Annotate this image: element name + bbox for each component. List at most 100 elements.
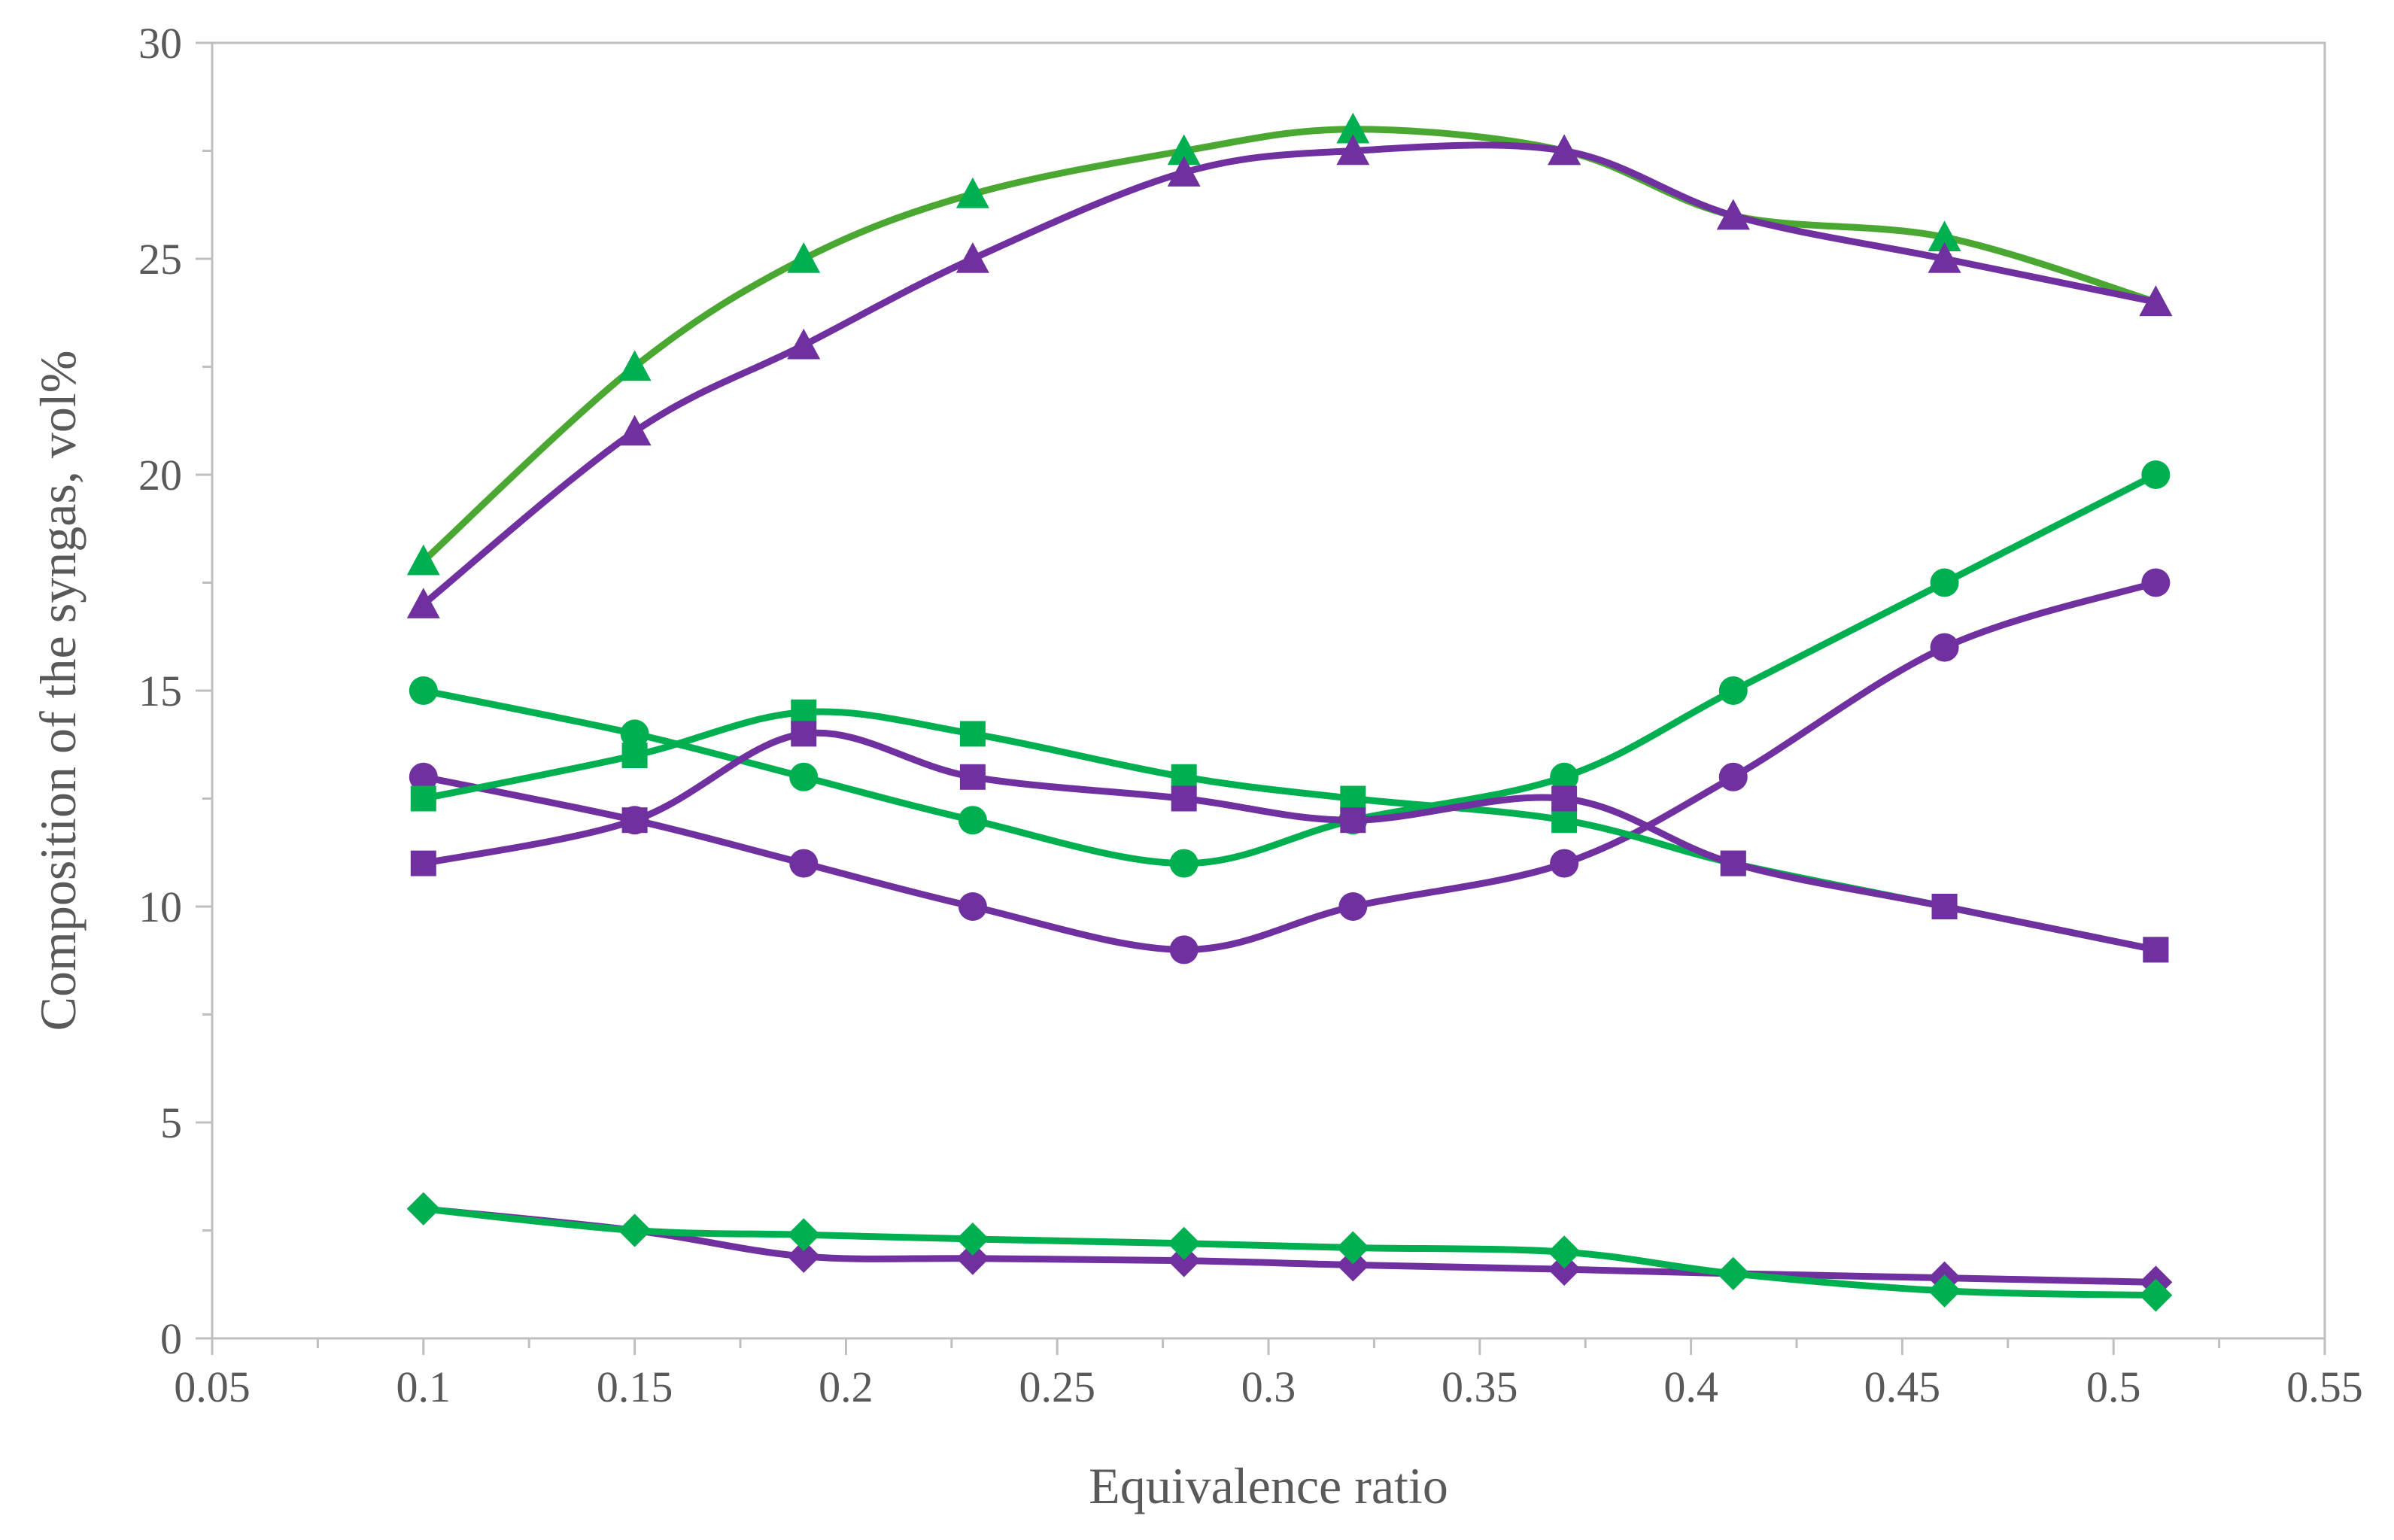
data-point-circle (1550, 762, 1579, 791)
data-point-circle (1718, 762, 1748, 791)
series-line (420, 729, 2159, 953)
series-square (410, 721, 2169, 963)
data-point-square (621, 743, 648, 769)
data-point-square (1931, 894, 1958, 919)
data-point-diamond (406, 1192, 440, 1226)
data-point-square (1551, 807, 1578, 834)
data-point-square (959, 764, 986, 790)
data-point-diamond (1336, 1231, 1370, 1265)
data-point-diamond (787, 1218, 821, 1252)
y-tick-label: 5 (160, 1098, 182, 1147)
data-point-square (410, 785, 436, 812)
data-point-triangle (1336, 134, 1370, 166)
data-point-diamond (1928, 1274, 1961, 1308)
data-point-triangle (618, 415, 652, 446)
data-point-square (1340, 785, 1366, 812)
x-axis: 0.05 0.1 0.15 0.2 0.25 0.3 0.35 0.4 0.45 0.5 0.55 (174, 1338, 2363, 1411)
data-point-square (1551, 785, 1578, 812)
data-point-circle (1169, 849, 1199, 878)
x-tick-label: 0.35 (1442, 1362, 1518, 1411)
data-point-circle (1930, 633, 1959, 662)
y-tick-label: 10 (138, 882, 182, 931)
series-diamond (406, 1192, 2173, 1312)
data-point-square (621, 807, 648, 834)
data-point-diamond (955, 1222, 989, 1256)
data-point-diamond (1716, 1256, 1750, 1290)
series-triangle (406, 112, 2173, 576)
y-tick-label: 25 (138, 235, 182, 284)
x-tick-label: 0.1 (396, 1362, 451, 1411)
data-point-diamond (1548, 1235, 1581, 1269)
data-point-diamond (1336, 1248, 1370, 1282)
series-layer (406, 112, 2173, 1312)
series-triangle (406, 134, 2173, 618)
data-point-triangle (955, 177, 989, 208)
data-point-square (1171, 764, 1197, 790)
data-point-square (959, 721, 986, 747)
data-point-triangle (406, 544, 440, 576)
y-axis-title: Composition of the syngas, vol% (29, 351, 87, 1031)
data-point-triangle (787, 242, 821, 273)
data-point-square (410, 850, 436, 876)
data-point-square (791, 699, 817, 725)
data-point-triangle (1167, 156, 1201, 187)
series-circle (409, 568, 2171, 964)
series-line (420, 579, 2159, 953)
x-axis-title: Equivalence ratio (1089, 1457, 1448, 1514)
data-point-diamond (955, 1241, 989, 1275)
x-tick-label: 0.3 (1241, 1362, 1296, 1411)
plot-area (211, 41, 2326, 1340)
y-tick-label: 0 (160, 1314, 182, 1363)
data-point-square (791, 721, 817, 747)
data-point-circle (958, 806, 987, 835)
data-point-diamond (1548, 1253, 1581, 1286)
x-tick-label: 0.2 (819, 1362, 873, 1411)
data-point-circle (409, 676, 438, 705)
data-point-circle (789, 762, 819, 791)
x-tick-label: 0.4 (1663, 1362, 1718, 1411)
data-point-triangle (1336, 112, 1370, 144)
series-line (420, 126, 2159, 565)
x-tick-label: 0.05 (174, 1362, 251, 1411)
data-point-circle (620, 719, 649, 749)
data-point-triangle (1928, 242, 1961, 273)
data-point-circle (1718, 676, 1748, 705)
x-tick-label: 0.15 (597, 1362, 673, 1411)
data-point-diamond (787, 1239, 821, 1273)
x-tick-label: 0.45 (1864, 1362, 1941, 1411)
y-axis: 0 5 10 15 20 25 30 (138, 19, 212, 1363)
data-point-triangle (787, 328, 821, 360)
data-point-square (2143, 937, 2169, 963)
data-point-circle (789, 849, 819, 878)
x-tick-label: 0.5 (2086, 1362, 2141, 1411)
data-point-square (1720, 850, 1746, 876)
data-point-triangle (1167, 134, 1201, 166)
data-point-circle (1930, 568, 1959, 597)
data-point-square (1171, 785, 1197, 812)
data-point-triangle (618, 350, 652, 381)
data-point-triangle (1548, 134, 1581, 166)
series-line (420, 471, 2159, 867)
y-tick-label: 30 (138, 19, 182, 68)
data-point-diamond (1167, 1244, 1201, 1277)
data-point-triangle (2139, 285, 2173, 317)
data-point-triangle (1928, 220, 1961, 251)
data-point-diamond (2139, 1278, 2173, 1312)
series-line (420, 1205, 2159, 1286)
data-point-triangle (406, 588, 440, 618)
data-point-square (1340, 807, 1366, 834)
series-line (420, 1205, 2159, 1299)
data-point-circle (1169, 935, 1199, 964)
data-point-triangle (955, 242, 989, 273)
data-point-circle (958, 892, 987, 921)
data-point-diamond (618, 1213, 652, 1247)
series-line (420, 141, 2159, 608)
data-point-circle (2141, 460, 2171, 489)
x-tick-label: 0.55 (2286, 1362, 2363, 1411)
data-point-triangle (1716, 199, 1750, 230)
y-tick-label: 15 (138, 667, 182, 715)
data-point-circle (409, 762, 438, 791)
data-point-circle (1550, 849, 1579, 878)
data-point-diamond (1167, 1226, 1201, 1260)
